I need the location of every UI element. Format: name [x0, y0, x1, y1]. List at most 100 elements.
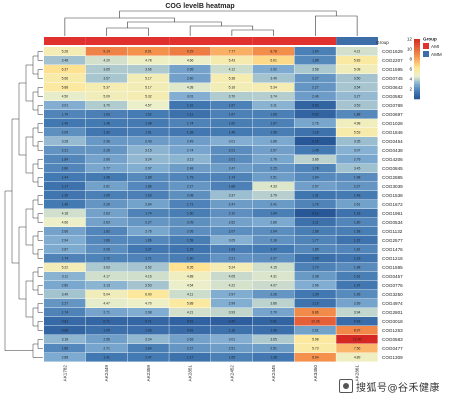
cell-value-label: 1.77 [312, 239, 319, 243]
cell-value-label: 3.94 [354, 311, 361, 315]
heatmap-cell [211, 182, 253, 191]
heatmap-cell [169, 119, 211, 128]
colorbar-tick-label: 12 [407, 37, 413, 42]
heatmap-cell [252, 353, 295, 362]
colorbar-segment [414, 39, 420, 41]
heatmap-cell [169, 317, 211, 326]
heatmap-cell [44, 227, 86, 236]
heatmap-cell [252, 119, 295, 128]
group-cell-ak2452 [211, 37, 253, 45]
row-label: COG0582 [382, 94, 403, 99]
cell-value-label: 6.61 [270, 59, 277, 63]
cell-value-label: 2.27 [312, 77, 319, 81]
row-label: COG0534 [382, 220, 403, 225]
cell-value-label: 1.11 [187, 113, 193, 117]
cell-value-label: 3.53 [354, 104, 361, 108]
cell-value-label: 2.92 [270, 68, 277, 72]
group-cell-ak2449 [85, 37, 128, 45]
heatmap-cell [169, 74, 211, 83]
cell-value-label: 1.74 [187, 122, 194, 126]
row-label: COG0477 [382, 346, 403, 351]
cell-value-label: 1.52 [145, 113, 152, 117]
heatmap-cell [127, 344, 169, 353]
cell-value-label: 0.63 [312, 104, 319, 108]
cell-value-label: 3.37 [229, 194, 236, 198]
cell-value-label: 1.46 [103, 122, 110, 126]
heatmap-cell [85, 218, 128, 227]
cell-value-label: 3.48 [62, 59, 69, 63]
dendrogram-branch [37, 231, 43, 241]
cell-value-label: 1.17 [62, 185, 69, 189]
heatmap-cell [336, 281, 378, 290]
dendrogram-branch [25, 280, 33, 318]
heatmap-cell [44, 110, 86, 119]
heatmap-cell [336, 146, 378, 155]
heatmap-cell [127, 254, 169, 263]
heatmap-cell [44, 182, 86, 191]
cell-value-label: 2.05 [187, 230, 194, 234]
cell-value-label: 3.28 [62, 140, 69, 144]
cell-value-label: 1.48 [145, 122, 152, 126]
heatmap-cell [294, 299, 336, 308]
heatmap-cell [85, 173, 128, 182]
heatmap-cell [127, 272, 169, 281]
cell-value-label: 2.07 [229, 230, 236, 234]
heatmap-cell [127, 83, 169, 92]
heatmap-cell [169, 173, 211, 182]
cell-value-label: 3.93 [229, 311, 236, 315]
dendrogram-branch [37, 195, 43, 205]
heatmap-cell [211, 83, 253, 92]
dendrogram-branch [37, 105, 43, 115]
heatmap-cell [294, 344, 336, 353]
cell-value-label: 1.45 [312, 149, 319, 153]
row-label: COG0697 [382, 112, 403, 117]
heatmap-cell [85, 272, 128, 281]
heatmap-cell [294, 56, 336, 65]
heatmap-cell [252, 173, 295, 182]
dendrogram-branch [37, 87, 43, 97]
cell-value-label: 2.62 [229, 221, 236, 225]
dendrogram-branch [315, 15, 358, 36]
heatmap-cell [336, 47, 378, 56]
heatmap-cell [336, 236, 378, 245]
heatmap-cell [127, 209, 169, 218]
heatmap-cell [211, 92, 253, 101]
colorbar-segment [414, 85, 420, 88]
heatmap-cell [252, 218, 295, 227]
cell-value-label: 1.09 [312, 257, 319, 261]
cell-value-label: 2.36 [103, 140, 110, 144]
column-label: AK2851 [188, 365, 193, 382]
heatmap-cell [252, 101, 295, 110]
heatmap-cell [127, 101, 169, 110]
cell-value-label: 5.04 [103, 293, 110, 297]
heatmap-cell [336, 110, 378, 119]
cell-value-label: 3.05 [229, 239, 236, 243]
cell-value-label: 1.63 [145, 194, 152, 198]
heatmap-cell [294, 200, 336, 209]
heatmap-cell [252, 290, 295, 299]
heatmap-cell [85, 137, 128, 146]
row-label: COG1595 [382, 265, 403, 270]
cell-value-label: 4.66 [62, 221, 69, 225]
cell-value-label: 1.67 [229, 113, 236, 117]
heatmap-cell [294, 209, 336, 218]
cell-value-label: 8.86 [312, 311, 319, 315]
cell-value-label: 4.12 [229, 68, 236, 72]
heatmap-cell [127, 236, 169, 245]
cell-value-label: 2.48 [187, 167, 194, 171]
heatmap-cell [336, 209, 378, 218]
colorbar-segment [414, 93, 420, 95]
heatmap-cell [294, 119, 336, 128]
heatmap-cell [44, 92, 86, 101]
dendrogram-branch [64, 17, 175, 36]
heatmap-cell [44, 164, 86, 173]
heatmap-cell [127, 200, 169, 209]
cell-value-label: 1.94 [312, 176, 319, 180]
row-label: COG2577 [382, 238, 403, 243]
cell-value-label: 1.31 [312, 194, 319, 198]
heatmap-cell [252, 137, 295, 146]
cell-value-label: 1.78 [312, 167, 319, 171]
cell-value-label: 5.09 [103, 95, 110, 99]
heatmap-cell [252, 317, 295, 326]
cell-value-label: 1.17 [187, 356, 194, 360]
